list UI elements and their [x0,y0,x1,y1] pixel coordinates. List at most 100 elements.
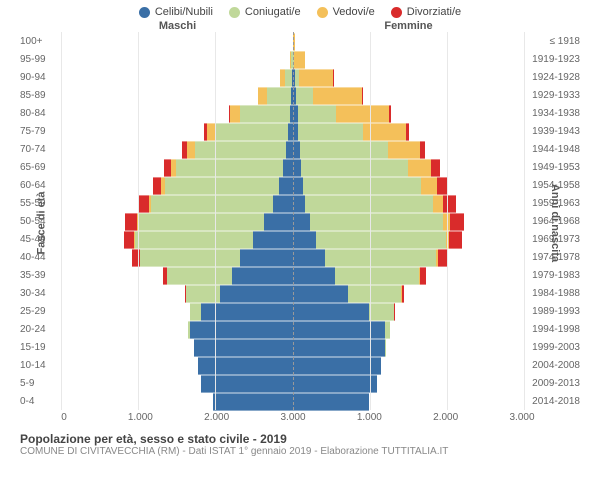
bar-males [64,213,293,229]
bar-males [64,375,293,391]
seg-m [216,123,289,141]
pyramid-row: 85-891929-1933 [20,86,580,104]
seg-d [437,177,448,195]
seg-w [313,87,363,105]
age-label: 55-59 [20,198,64,209]
pyramid-row: 25-291989-1993 [20,302,580,320]
bar-females [293,321,522,337]
pyramid-row: 60-641954-1958 [20,176,580,194]
seg-c [286,141,293,159]
bar-area [64,87,522,103]
bar-area [64,339,522,355]
bar-females [293,393,522,409]
age-label: 95-99 [20,54,64,65]
bar-area [64,267,522,283]
bar-males [64,69,293,85]
seg-c [198,357,293,375]
bar-males [64,231,293,247]
legend-item: Coniugati/e [229,6,301,18]
bar-females [293,69,522,85]
pyramid-row: 45-491969-1973 [20,230,580,248]
birth-label: 2004-2008 [522,360,580,371]
seg-m [301,159,408,177]
x-axis: 3.0002.0001.00001.0002.0003.000 [20,412,580,426]
age-label: 20-24 [20,324,64,335]
seg-m [195,141,287,159]
bar-area [64,69,522,85]
seg-c [213,393,293,411]
birth-label: 1959-1963 [522,198,580,209]
footer-title: Popolazione per età, sesso e stato civil… [20,432,580,446]
header-males: Maschi [62,20,293,32]
seg-d [394,303,395,321]
legend-swatch [139,7,150,18]
seg-m [165,177,280,195]
legend-label: Coniugati/e [245,6,301,18]
bar-males [64,87,293,103]
seg-c [293,141,300,159]
seg-m [305,195,433,213]
pyramid-chart: Maschi Femmine Fasce di età Anni di nasc… [20,20,580,426]
bar-males [64,141,293,157]
bar-area [64,33,522,49]
birth-label: 2014-2018 [522,396,580,407]
seg-m [151,195,273,213]
seg-c [293,231,316,249]
seg-d [450,213,464,231]
age-label: 5-9 [20,378,64,389]
x-tick: 0 [61,412,67,423]
bar-males [64,33,293,49]
seg-d [402,285,405,303]
bar-females [293,357,522,373]
pyramid-row: 65-691949-1953 [20,158,580,176]
seg-c [264,213,293,231]
pyramid-row: 0-42014-2018 [20,392,580,410]
seg-c [201,303,293,321]
seg-d [139,195,149,213]
age-label: 40-44 [20,252,64,263]
seg-w [299,69,333,87]
bar-males [64,123,293,139]
age-label: 90-94 [20,72,64,83]
seg-m [167,267,232,285]
age-label: 60-64 [20,180,64,191]
pyramid-row: 100+≤ 1918 [20,32,580,50]
seg-m [285,69,292,87]
pyramid-row: 5-92009-2013 [20,374,580,392]
bar-females [293,213,522,229]
age-label: 80-84 [20,108,64,119]
seg-c [293,249,325,267]
bar-area [64,195,522,211]
x-tick: 1.000 [128,412,153,423]
pyramid-row: 55-59 1959-1963 [20,194,580,212]
bar-area [64,375,522,391]
bar-area [64,213,522,229]
seg-c [293,321,385,339]
birth-label: 1924-1928 [522,72,580,83]
seg-w [207,123,216,141]
seg-w [230,105,241,123]
age-label: 75-79 [20,126,64,137]
bar-area [64,249,522,265]
seg-c [293,303,369,321]
seg-c [190,321,293,339]
birth-label: 1984-1988 [522,288,580,299]
birth-label: 1939-1943 [522,126,580,137]
bar-females [293,105,522,121]
seg-d [406,123,409,141]
seg-m [300,141,388,159]
birth-label: 1919-1923 [522,54,580,65]
bar-males [64,393,293,409]
seg-m [310,213,444,231]
seg-w [408,159,431,177]
seg-c [232,267,293,285]
seg-w [363,123,406,141]
birth-label: ≤ 1918 [522,36,580,47]
seg-c [220,285,293,303]
bar-females [293,231,522,247]
age-label: 25-29 [20,306,64,317]
x-tick: 2.000 [204,412,229,423]
pyramid-row: 70-741944-1948 [20,140,580,158]
seg-d [164,159,171,177]
age-label: 85-89 [20,90,64,101]
